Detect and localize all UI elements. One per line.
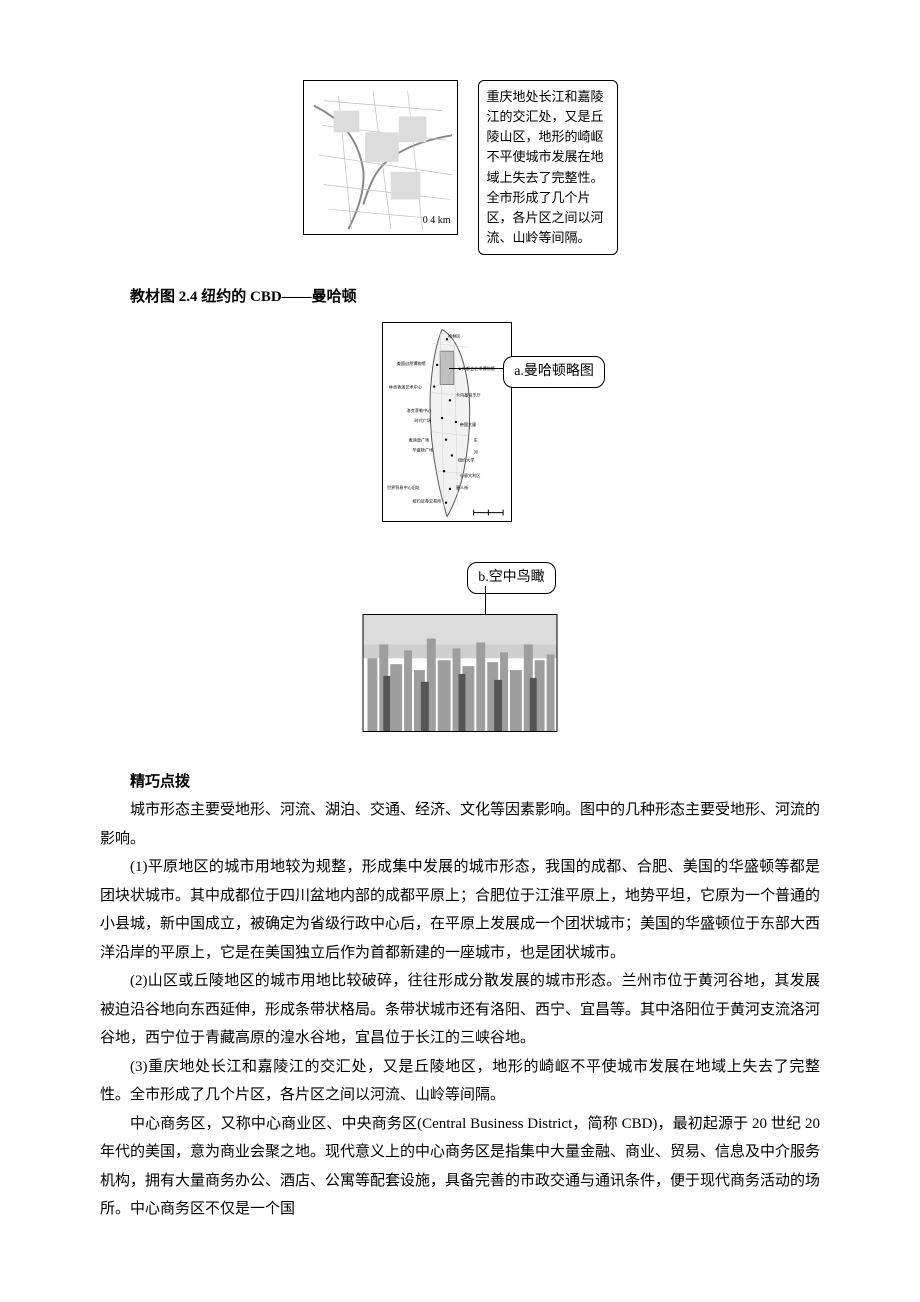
aerial-photo-svg (364, 615, 557, 731)
svg-text:麦迪逊广场: 麦迪逊广场 (409, 436, 430, 442)
p4: 中心商务区，又称中心商业区、中央商务区(Central Business Dis… (100, 1110, 820, 1224)
svg-text:林肯表演艺术中心: 林肯表演艺术中心 (389, 383, 422, 389)
p1: (1)平原地区的城市用地较为规整，形成集中发展的城市形态，我国的成都、合肥、美国… (100, 853, 820, 967)
fig2a-wrap: 哈林区 美国自然博物馆 大都会艺术博物馆 林肯表演艺术中心 卡内基音乐厅 洛克菲… (100, 322, 820, 532)
callout-a-box: a.曼哈顿略图 (503, 356, 605, 389)
chongqing-note-box: 重庆地处长江和嘉陵江的交汇处，又是丘陵山区，地形的崎岖不平使城市发展在地域上失去… (478, 80, 618, 255)
callout-b-box: b.空中鸟瞰 (467, 562, 556, 595)
svg-text:纽约证券交易所: 纽约证券交易所 (413, 497, 442, 503)
p3: (3)重庆地处长江和嘉陵江的交汇处，又是丘陵地区，地形的崎岖不平使城市发展在地域… (100, 1053, 820, 1110)
p-intro: 城市形态主要受地形、河流、湖泊、交通、经济、文化等因素影响。图中的几种形态主要受… (100, 796, 820, 853)
svg-text:卡内基音乐厅: 卡内基音乐厅 (456, 391, 481, 397)
map-scale-label: 0 4 km (423, 211, 451, 230)
svg-text:东: 东 (474, 436, 478, 442)
svg-text:华盛顿广场: 华盛顿广场 (413, 446, 434, 452)
svg-text:世界贸易中心旧址: 世界贸易中心旧址 (387, 484, 420, 490)
svg-text:纽约大学: 纽约大学 (458, 456, 475, 462)
fig2-heading: 教材图 2.4 纽约的 CBD——曼哈顿 (100, 283, 820, 312)
p2: (2)山区或丘陵地区的城市用地比较破碎，往往形成分散发展的城市形态。兰州市位于黄… (100, 967, 820, 1053)
svg-text:小意大利区: 小意大利区 (460, 472, 481, 478)
section-title: 精巧点拨 (100, 768, 820, 797)
svg-text:美国自然博物馆: 美国自然博物馆 (397, 360, 426, 366)
fig2b-wrap: b.空中鸟瞰 (100, 562, 820, 742)
manhattan-map-svg: 哈林区 美国自然博物馆 大都会艺术博物馆 林肯表演艺术中心 卡内基音乐厅 洛克菲… (383, 323, 511, 521)
svg-text:河: 河 (474, 448, 478, 454)
svg-text:洛克菲勒中心: 洛克菲勒中心 (407, 407, 432, 413)
manhattan-aerial-photo (363, 614, 558, 732)
callout-a: a.曼哈顿略图 (503, 356, 605, 389)
fig1-row: 0 4 km 重庆地处长江和嘉陵江的交汇处，又是丘陵山区，地形的崎岖不平使城市发… (100, 80, 820, 255)
svg-text:时代广场: 时代广场 (415, 417, 432, 423)
chongqing-map-thumbnail: 0 4 km (303, 80, 458, 235)
callout-b-leader (485, 586, 486, 614)
svg-text:帝国大厦: 帝国大厦 (460, 421, 477, 427)
callout-a-leader (449, 368, 503, 369)
svg-text:哈林区: 哈林区 (448, 332, 460, 338)
manhattan-map-thumbnail: 哈林区 美国自然博物馆 大都会艺术博物馆 林肯表演艺术中心 卡内基音乐厅 洛克菲… (382, 322, 512, 522)
svg-text:唐人街: 唐人街 (456, 484, 468, 490)
callout-b: b.空中鸟瞰 (467, 562, 556, 595)
